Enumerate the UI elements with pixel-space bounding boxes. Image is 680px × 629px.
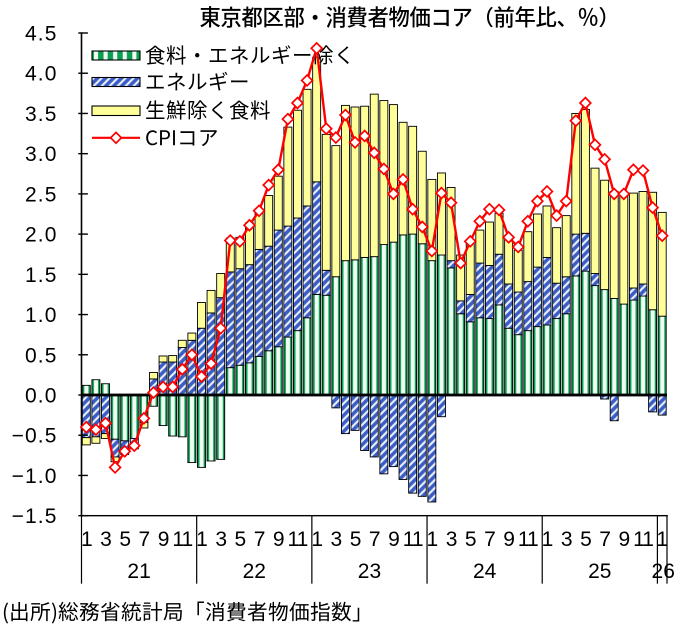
svg-text:3.0: 3.0 — [25, 143, 58, 166]
svg-text:11: 11 — [633, 528, 653, 551]
svg-text:1: 1 — [311, 528, 322, 551]
svg-text:22: 22 — [243, 560, 266, 583]
svg-text:11: 11 — [172, 528, 192, 551]
svg-text:9: 9 — [503, 528, 514, 551]
svg-text:1: 1 — [656, 528, 668, 551]
svg-text:9: 9 — [158, 528, 169, 551]
svg-text:1: 1 — [542, 528, 553, 551]
svg-text:5: 5 — [119, 528, 130, 551]
svg-text:7: 7 — [484, 528, 495, 551]
svg-text:3: 3 — [331, 528, 342, 551]
svg-text:5: 5 — [580, 528, 591, 551]
svg-text:1.5: 1.5 — [25, 264, 58, 287]
svg-text:1: 1 — [81, 528, 92, 551]
svg-text:5: 5 — [235, 528, 246, 551]
svg-text:2.5: 2.5 — [25, 183, 58, 206]
svg-text:11: 11 — [518, 528, 538, 551]
svg-text:0.5: 0.5 — [25, 344, 58, 367]
svg-text:3.5: 3.5 — [25, 103, 58, 126]
svg-text:5: 5 — [465, 528, 476, 551]
svg-text:2.0: 2.0 — [25, 224, 58, 247]
svg-text:23: 23 — [358, 560, 381, 583]
svg-text:3: 3 — [100, 528, 111, 551]
svg-text:−1.0: −1.0 — [12, 465, 58, 488]
svg-text:4.5: 4.5 — [25, 23, 58, 46]
svg-text:1: 1 — [426, 528, 437, 551]
svg-text:7: 7 — [369, 528, 380, 551]
svg-text:9: 9 — [618, 528, 629, 551]
svg-text:0.0: 0.0 — [25, 385, 58, 408]
svg-text:−0.5: −0.5 — [12, 425, 58, 448]
svg-text:26: 26 — [652, 560, 675, 583]
svg-text:21: 21 — [127, 560, 150, 583]
svg-text:4.0: 4.0 — [25, 63, 58, 86]
svg-text:3: 3 — [561, 528, 572, 551]
svg-text:7: 7 — [254, 528, 265, 551]
svg-text:7: 7 — [599, 528, 610, 551]
svg-text:7: 7 — [139, 528, 150, 551]
svg-text:1.0: 1.0 — [25, 304, 58, 327]
svg-text:1: 1 — [196, 528, 207, 551]
svg-text:11: 11 — [288, 528, 308, 551]
svg-text:−1.5: −1.5 — [12, 505, 58, 528]
svg-text:9: 9 — [273, 528, 284, 551]
svg-text:3: 3 — [215, 528, 226, 551]
svg-text:11: 11 — [403, 528, 423, 551]
svg-text:9: 9 — [388, 528, 399, 551]
svg-text:25: 25 — [588, 560, 611, 583]
svg-text:5: 5 — [350, 528, 361, 551]
svg-text:3: 3 — [446, 528, 457, 551]
svg-text:24: 24 — [473, 560, 497, 583]
